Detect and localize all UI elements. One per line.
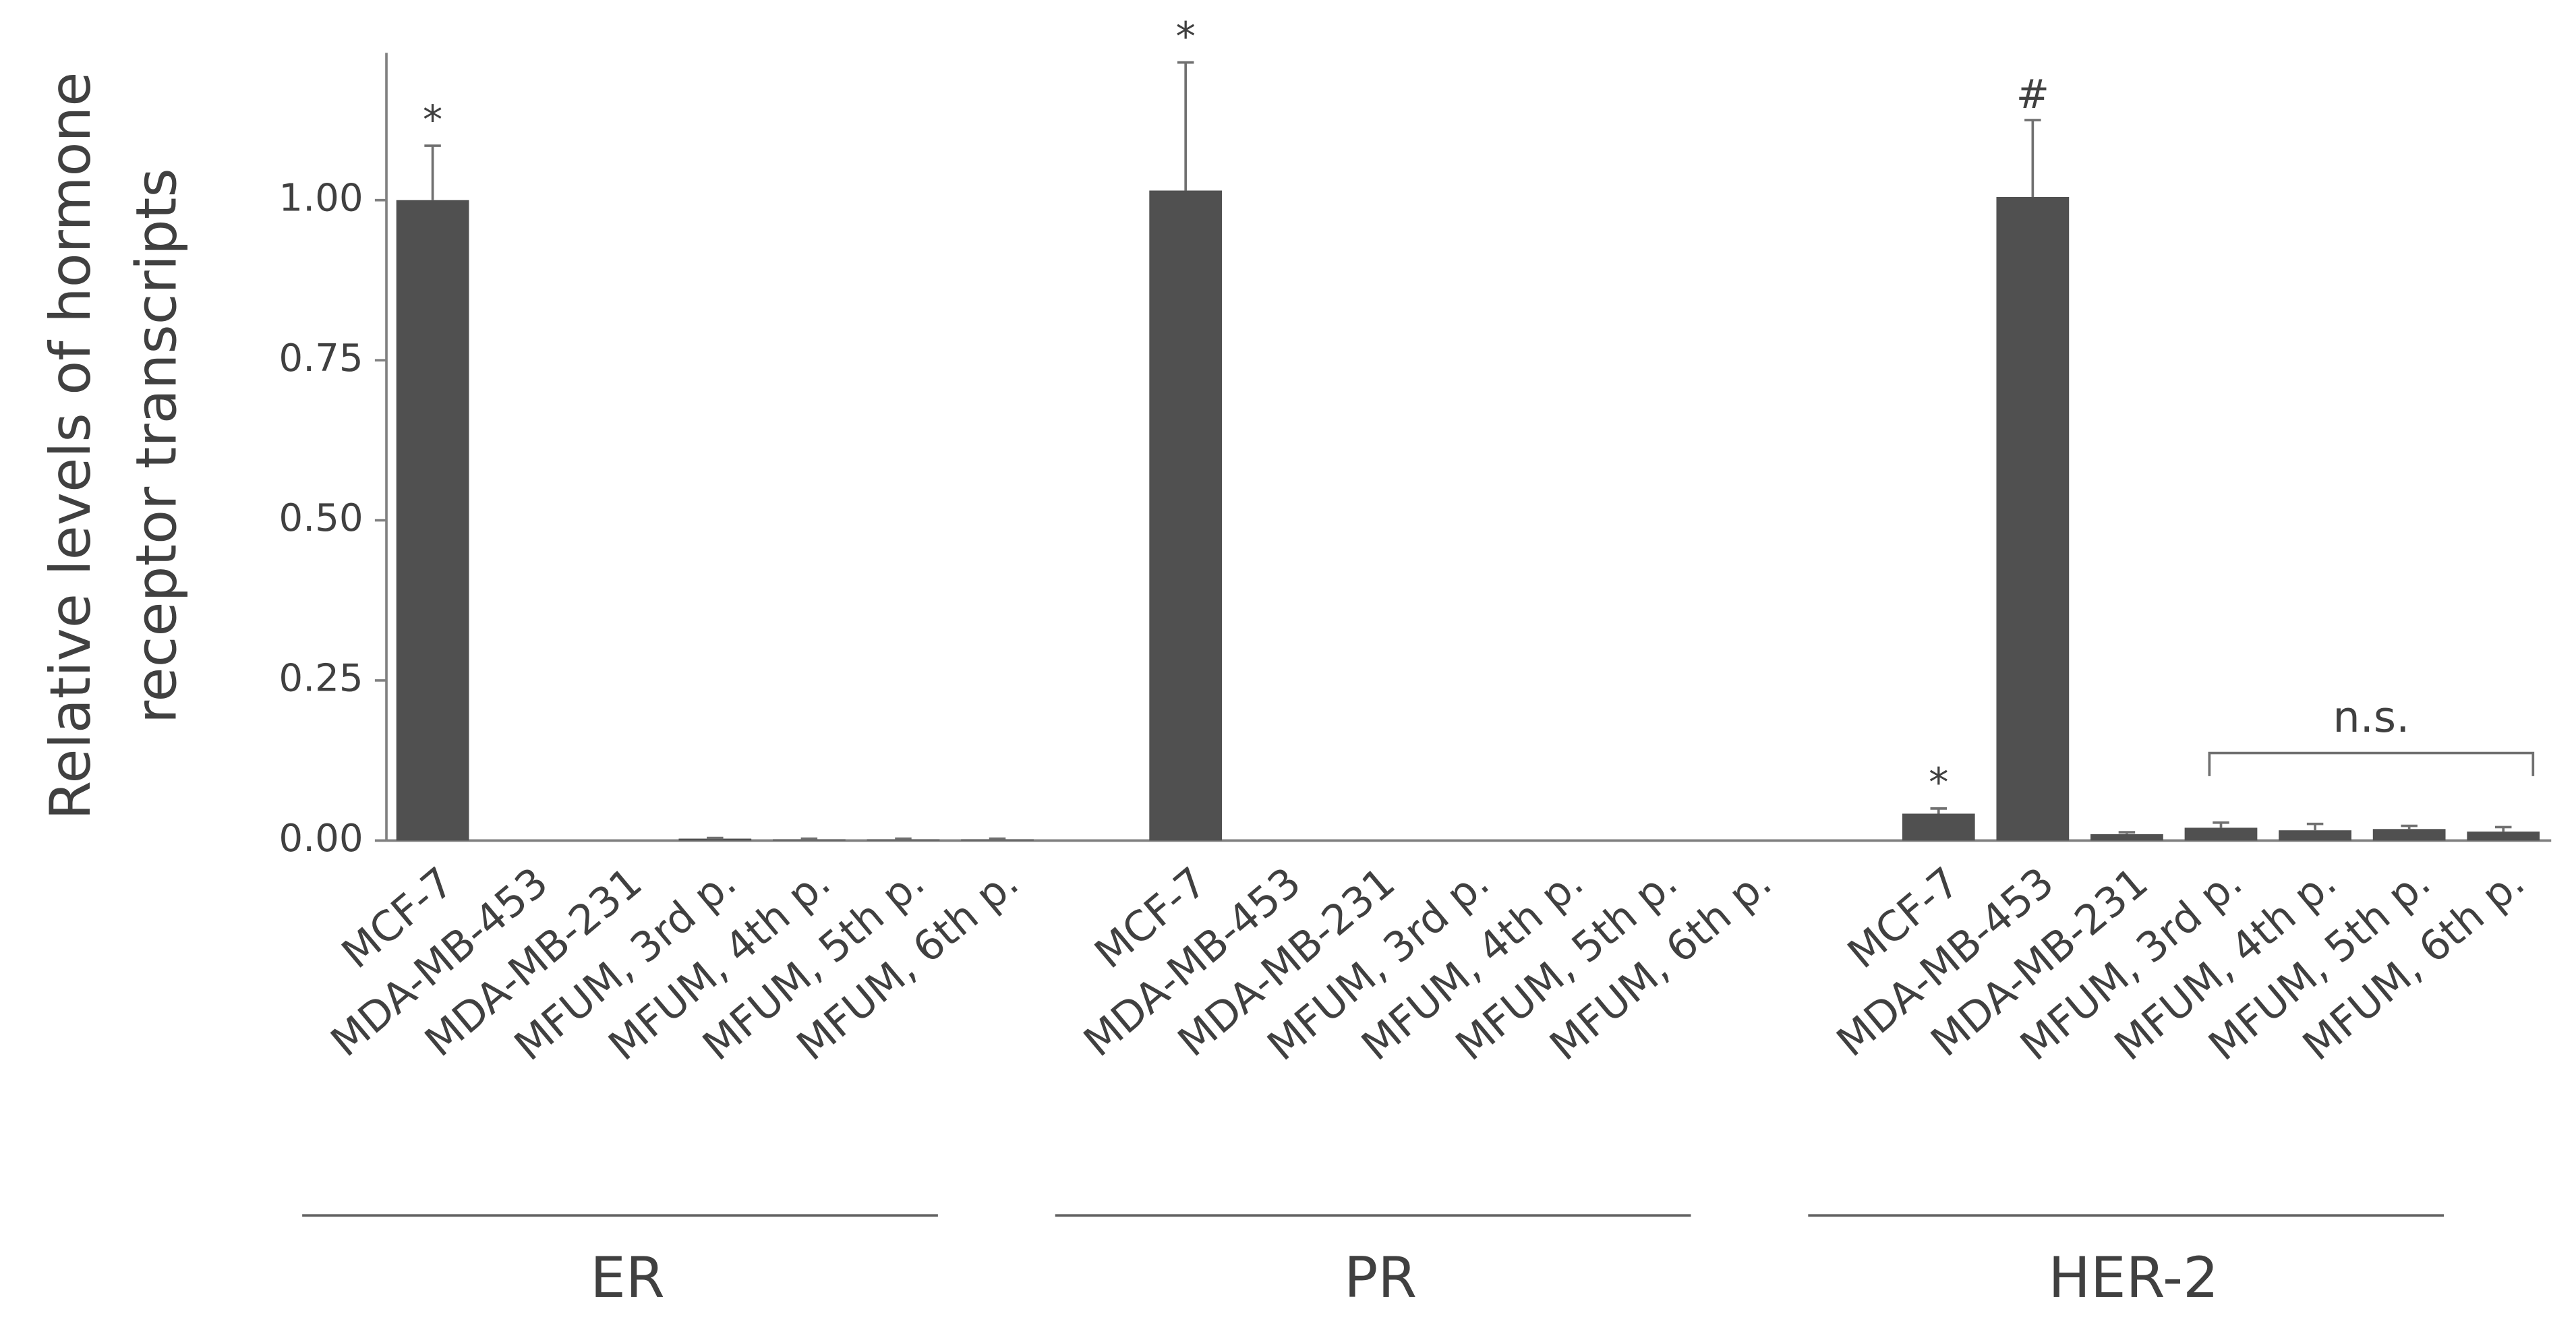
group-label: PR — [1344, 1245, 1417, 1310]
group-label: ER — [590, 1245, 664, 1310]
y-tick-label: 0.25 — [279, 657, 363, 701]
significance-marker: # — [2016, 71, 2049, 117]
y-tick-label: 0.00 — [279, 817, 363, 861]
y-tick-label: 0.75 — [279, 337, 363, 380]
y-tick-label: 0.50 — [279, 496, 363, 540]
bar — [2372, 829, 2446, 841]
bar — [1996, 197, 2070, 841]
bar — [2279, 830, 2351, 841]
significance-marker: * — [1929, 759, 1948, 806]
bar — [1902, 813, 1975, 841]
bar — [678, 838, 752, 841]
bar — [961, 839, 1034, 841]
bracket — [2208, 751, 2535, 776]
y-tick-label: 1.00 — [279, 176, 363, 220]
bar — [1149, 190, 1223, 841]
significance-marker: * — [1175, 13, 1195, 59]
bar — [867, 839, 940, 841]
bar — [2090, 834, 2163, 841]
group-label: HER-2 — [2048, 1245, 2219, 1310]
y-axis-label: Relative levels of hormone — [38, 72, 103, 820]
bracket-label: n.s. — [2333, 693, 2409, 743]
bar — [773, 839, 846, 841]
significance-marker: * — [423, 96, 442, 143]
bar — [396, 200, 469, 841]
bar — [2467, 832, 2540, 841]
y-axis-label: receptor transcripts — [123, 168, 189, 724]
bar — [2184, 827, 2258, 841]
